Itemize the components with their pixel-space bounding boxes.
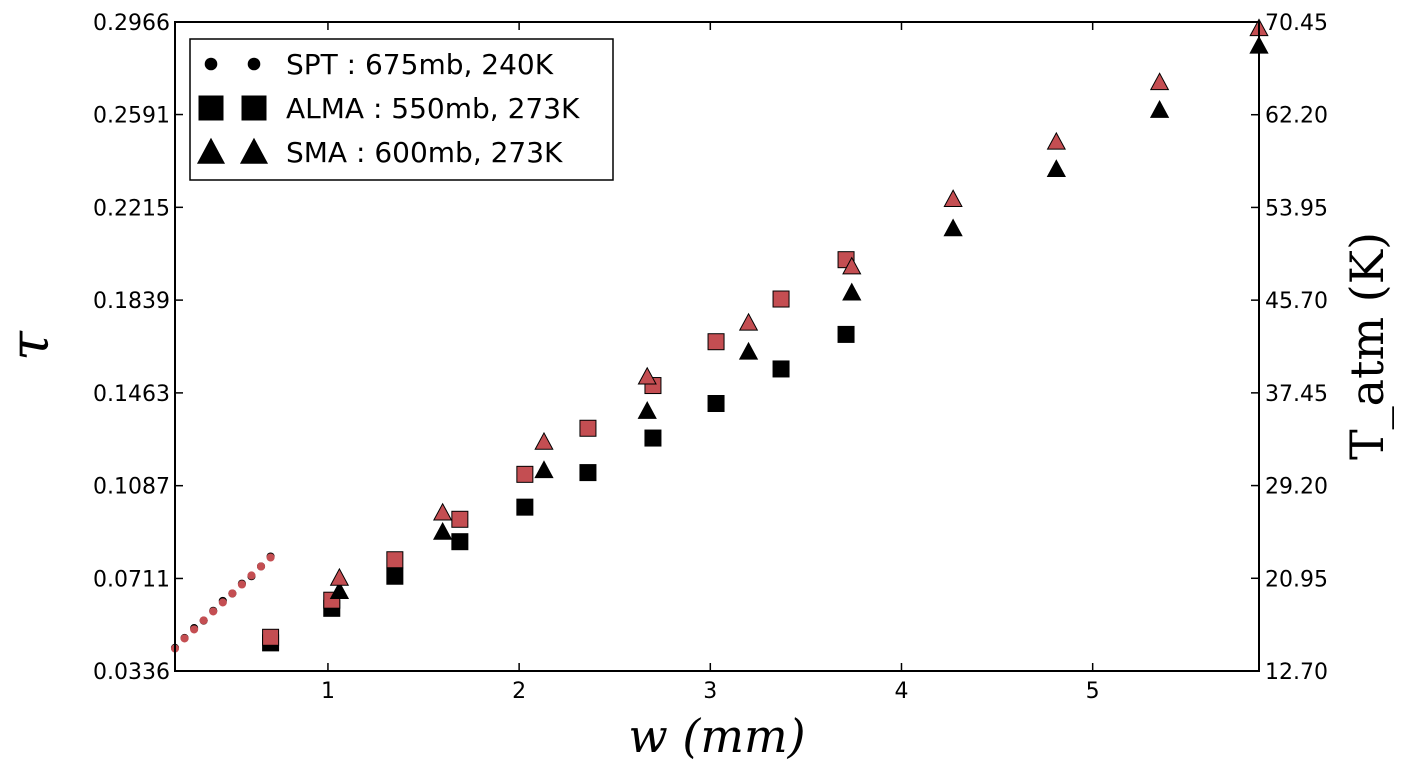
- legend-label: SPT : 675mb, 240K: [286, 48, 554, 81]
- y-right-tick-label: 12.70: [1265, 660, 1328, 685]
- tau-point: [637, 401, 657, 419]
- tau-point: [1149, 99, 1170, 118]
- tatm-point: [190, 625, 199, 634]
- y-right-tick-label: 70.45: [1265, 11, 1328, 36]
- tatm-point: [772, 290, 790, 308]
- tatm-point: [386, 551, 404, 569]
- tatm-point: [237, 580, 246, 589]
- plot-frame: [174, 21, 1260, 672]
- legend-marker: [198, 95, 224, 121]
- tatm-point: [451, 510, 469, 528]
- tau-point: [579, 464, 597, 482]
- x-tick-label: 1: [321, 679, 335, 704]
- y-left-tick-label: 0.2215: [93, 196, 170, 221]
- y-right-tick-label: 45.70: [1265, 289, 1328, 314]
- tau-point: [516, 498, 534, 516]
- tatm-point: [247, 571, 256, 580]
- tatm-point: [516, 465, 534, 483]
- data-marks: [170, 18, 1269, 653]
- legend-marker: [241, 95, 267, 121]
- y-right-tick-label: 29.20: [1265, 475, 1328, 500]
- tau-point: [433, 521, 453, 540]
- tau-point: [837, 325, 855, 343]
- tatm-point: [433, 502, 453, 521]
- tatm-point: [256, 562, 266, 571]
- tau-point: [842, 282, 862, 301]
- tatm-point: [180, 634, 189, 643]
- legend-label: SMA : 600mb, 273K: [286, 136, 563, 169]
- y-right-tick-label: 53.95: [1265, 196, 1328, 221]
- x-axis-label: w (mm): [628, 709, 805, 763]
- axis-ticks: 1 2 3 4 5 0.0336 0.0711 0.1087 0.1463 0.1839 0.221…: [93, 11, 1328, 704]
- tau-point: [451, 533, 469, 551]
- legend-label: ALMA : 550mb, 273K: [286, 92, 580, 125]
- tau-point: [644, 429, 662, 447]
- y-right-tick-label: 37.45: [1265, 382, 1328, 407]
- tatm-point: [1149, 72, 1170, 91]
- tatm-point: [228, 589, 237, 598]
- tau-point: [386, 567, 404, 585]
- legend-marker: [247, 57, 261, 71]
- tatm-point: [943, 189, 963, 207]
- y-axis-label-right: T_atm (K): [1340, 232, 1394, 460]
- tatm-point: [209, 607, 218, 616]
- tatm-point: [1046, 131, 1066, 150]
- y-left-tick-label: 0.0336: [93, 660, 170, 685]
- y-left-tick-label: 0.1087: [93, 475, 170, 500]
- tau-point: [772, 360, 790, 378]
- tatm-point: [707, 333, 725, 351]
- x-tick-label: 4: [894, 679, 908, 704]
- x-tick-label: 2: [512, 679, 526, 704]
- y-left-tick-label: 0.2966: [93, 11, 170, 36]
- x-tick-label: 3: [703, 679, 717, 704]
- tatm-point: [266, 553, 275, 562]
- tau-point: [707, 395, 725, 413]
- tatm-point: [579, 419, 597, 437]
- tau-point: [738, 341, 759, 360]
- legend-marker: [196, 137, 226, 164]
- legend-marker: [204, 57, 218, 71]
- y-left-tick-label: 0.2591: [93, 104, 170, 129]
- tatm-point: [262, 628, 280, 646]
- tatm-point: [534, 431, 554, 450]
- tatm-point: [842, 256, 862, 275]
- y-right-tick-label: 20.95: [1265, 567, 1328, 592]
- y-left-tick-label: 0.1463: [93, 382, 170, 407]
- tatm-point: [199, 616, 208, 625]
- y-left-tick-label: 0.0711: [93, 567, 170, 592]
- y-axis-label-left: τ: [0, 330, 61, 361]
- x-tick-label: 5: [1086, 679, 1100, 704]
- y-right-tick-label: 62.20: [1265, 104, 1328, 129]
- legend-marker: [239, 137, 269, 164]
- tatm-point: [738, 312, 759, 331]
- tau-point: [534, 460, 554, 479]
- y-left-tick-label: 0.1839: [93, 289, 170, 314]
- tau-point: [1046, 159, 1066, 178]
- tau-point: [329, 581, 350, 600]
- tatm-point: [637, 366, 657, 385]
- tatm-point: [329, 567, 350, 586]
- tau-point: [943, 218, 963, 237]
- tatm-point: [218, 598, 227, 607]
- legend: SPT : 675mb, 240K ALMA : 550mb, 273K SMA :…: [189, 38, 614, 181]
